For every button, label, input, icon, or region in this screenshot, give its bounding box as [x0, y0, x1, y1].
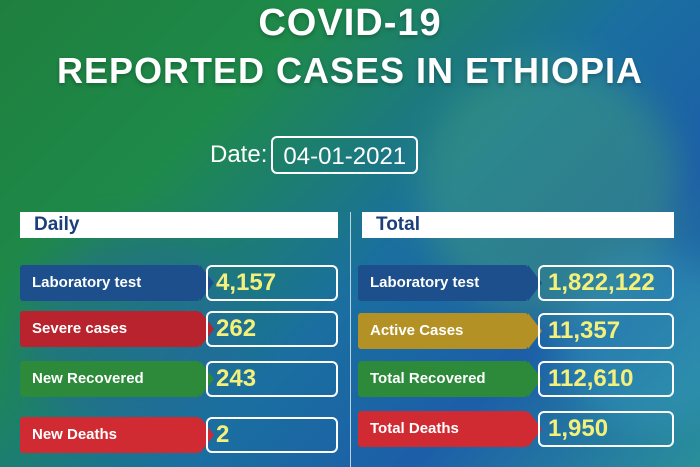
total-row-deaths: Total Deaths 1,950 — [358, 411, 674, 447]
daily-header: Daily — [20, 212, 338, 238]
total-value: 1,822,122 — [538, 265, 674, 301]
daily-label: New Deaths — [20, 417, 200, 453]
title-reported-cases: REPORTED CASES IN ETHIOPIA — [56, 50, 644, 91]
daily-value: 262 — [206, 311, 338, 347]
daily-row-severe: Severe cases 262 — [20, 311, 338, 347]
total-value: 112,610 — [538, 361, 674, 397]
total-label: Total Recovered — [358, 361, 528, 397]
daily-row-deaths: New Deaths 2 — [20, 417, 338, 453]
date-section: Date: 04-01-2021 — [210, 135, 419, 175]
total-label: Laboratory test — [358, 265, 528, 301]
daily-value: 2 — [206, 417, 338, 453]
column-divider — [350, 212, 351, 467]
daily-value: 4,157 — [206, 265, 338, 301]
total-value: 1,950 — [538, 411, 674, 447]
daily-label: New Recovered — [20, 361, 200, 397]
daily-value: 243 — [206, 361, 338, 397]
daily-row-lab-test: Laboratory test 4,157 — [20, 265, 338, 301]
total-label: Active Cases — [358, 313, 528, 349]
total-value: 11,357 — [538, 313, 674, 349]
daily-label: Severe cases — [20, 311, 200, 347]
total-row-active: Active Cases 11,357 — [358, 313, 674, 349]
total-label: Total Deaths — [358, 411, 528, 447]
total-header: Total — [362, 212, 674, 238]
date-label: Date: — [210, 141, 268, 168]
total-row-lab-test: Laboratory test 1,822,122 — [358, 265, 674, 301]
daily-label: Laboratory test — [20, 265, 200, 301]
total-row-recovered: Total Recovered 112,610 — [358, 361, 674, 397]
background-blob — [560, 250, 700, 430]
title-covid: COVID-19 — [258, 2, 442, 44]
daily-row-recovered: New Recovered 243 — [20, 361, 338, 397]
date-value: 04-01-2021 — [271, 136, 419, 174]
